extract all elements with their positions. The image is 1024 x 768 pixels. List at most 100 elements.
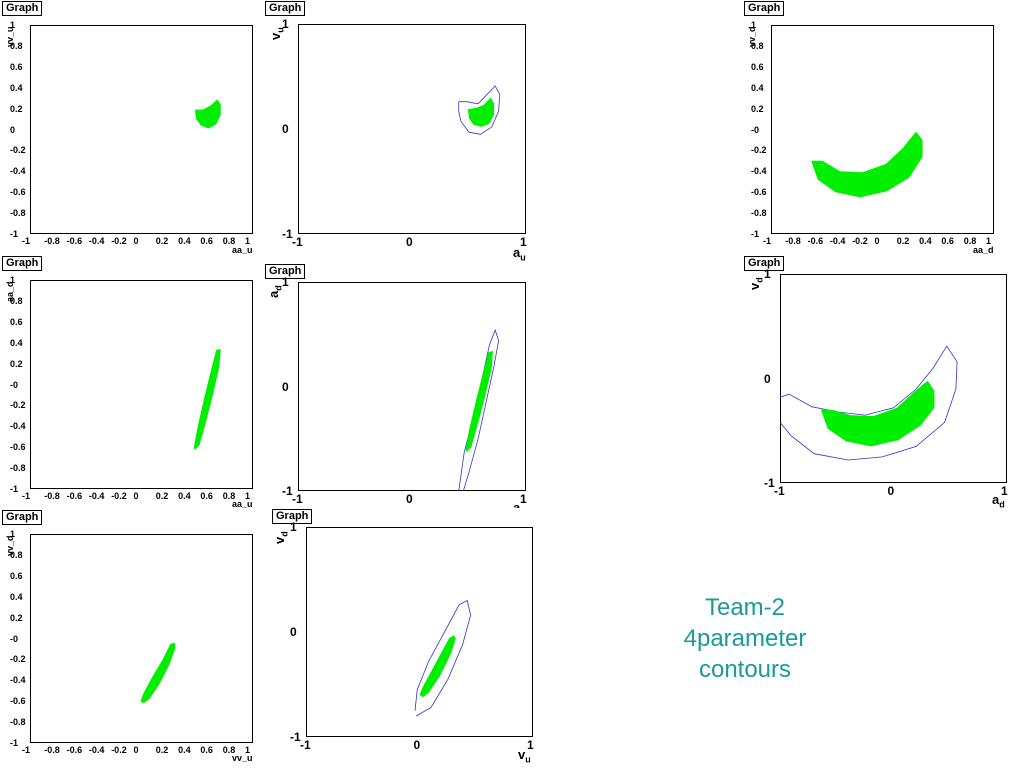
contour-fill: [820, 380, 935, 447]
y-axis-label: aa_d: [5, 281, 15, 302]
y-tick-label: -0.8: [10, 208, 26, 219]
x-tick-label: 1: [527, 738, 534, 752]
x-tick-label: -0.4: [829, 236, 846, 246]
plot-frame: [30, 280, 253, 489]
y-tick-label: 0.8: [10, 549, 23, 560]
y-tick-label: 1: [282, 17, 289, 31]
x-tick-label: -0.4: [88, 491, 105, 501]
y-tick-label: -0.2: [10, 145, 26, 156]
y-tick-label: -0.2: [10, 654, 26, 665]
y-tick-label: -0.4: [10, 166, 26, 177]
contour-fill: [193, 349, 221, 451]
x-tick-label: -1: [22, 745, 31, 755]
plot-frame: [306, 527, 533, 737]
plot-area: [195, 99, 221, 129]
graph-title: Graph: [265, 1, 306, 16]
contour-fill: [419, 635, 456, 698]
graph-title: Graph: [744, 1, 785, 16]
plot-frame: [30, 534, 253, 743]
x-tick-label: 0: [133, 745, 139, 755]
y-tick-label: 1: [10, 529, 16, 539]
y-tick-label: -0.2: [10, 400, 26, 411]
x-axis-label: au: [513, 245, 526, 263]
x-tick-label: 0: [874, 236, 880, 246]
y-tick-label: 0.8: [10, 40, 23, 51]
x-tick-label: -0.2: [111, 491, 127, 501]
x-tick-label: 0.2: [896, 236, 910, 246]
y-tick-label: -1: [10, 229, 19, 239]
y-tick-label: -1: [10, 484, 19, 494]
y-tick-label: 0.6: [10, 570, 23, 581]
x-tick-label: -1: [774, 484, 785, 498]
x-tick-label: -0.6: [807, 236, 824, 246]
y-tick-label: -0.4: [10, 675, 26, 686]
x-tick-label: -0.2: [111, 745, 127, 755]
x-tick-label: -0.8: [785, 236, 801, 246]
y-tick-label: -0.4: [10, 421, 26, 432]
graph-title: Graph: [265, 264, 306, 279]
x-tick-label: 0.6: [941, 236, 954, 246]
y-tick-label: 1: [282, 275, 289, 289]
x-tick-label: 1: [1001, 484, 1008, 498]
y-axis-label: vv_d: [5, 535, 15, 556]
graph-title: Graph: [2, 510, 43, 525]
y-tick-label: 0: [10, 124, 16, 135]
y-tick-label: 1: [764, 267, 771, 281]
x-tick-label: -0.6: [66, 745, 83, 755]
x-tick-label: -0.6: [66, 236, 83, 246]
x-axis-label: au: [513, 500, 526, 508]
contour-fill: [140, 642, 175, 704]
x-tick-label: -0.8: [44, 491, 60, 501]
contour-outline: [458, 85, 501, 135]
x-tick-label: 0.4: [178, 491, 191, 501]
y-tick-label: 0.4: [751, 82, 764, 93]
y-tick-label: -0.6: [751, 187, 767, 198]
graph-title: Graph: [2, 256, 43, 271]
graph-title: Graph: [744, 256, 785, 271]
x-tick-label: 0.8: [222, 491, 236, 501]
x-tick-label: -1: [300, 738, 311, 752]
x-tick-label: 1: [245, 745, 251, 755]
y-tick-label: -0.4: [751, 166, 767, 177]
y-axis-label: vd: [747, 277, 765, 290]
plot-frame: [771, 25, 994, 234]
y-tick-label: 0: [764, 371, 771, 386]
graph-title: Graph: [272, 509, 313, 524]
x-tick-label: 0.4: [919, 236, 932, 246]
y-tick-label: 0: [282, 379, 289, 394]
x-axis-label: aa_d: [973, 245, 994, 255]
x-tick-label: 0: [413, 738, 421, 752]
y-tick-label: -1: [751, 229, 760, 239]
plot-frame: [30, 25, 253, 234]
y-tick-label: 0.8: [10, 295, 23, 306]
x-tick-label: 0.4: [178, 236, 191, 246]
x-axis-label: vu: [518, 747, 531, 765]
plot-area: [414, 599, 472, 717]
y-tick-label: 1: [10, 20, 16, 30]
x-tick-label: 0.2: [155, 236, 169, 246]
y-tick-label: -0: [10, 633, 19, 644]
plot-area: [779, 345, 958, 461]
x-tick-label: 0: [887, 484, 895, 498]
plot-area: [458, 85, 501, 135]
x-tick-label: 0.6: [200, 491, 213, 501]
y-tick-label: -0: [10, 379, 19, 390]
x-tick-label: 1: [520, 235, 527, 249]
x-tick-label: -0.4: [88, 745, 105, 755]
y-tick-label: -1: [282, 484, 293, 498]
y-tick-label: 0.2: [10, 358, 23, 369]
y-tick-label: -1: [282, 227, 293, 241]
caption-line: contours: [698, 656, 792, 683]
contour-fill: [195, 99, 221, 129]
plot-area: [193, 349, 221, 451]
y-tick-label: 0.4: [10, 82, 23, 93]
y-tick-label: -0.6: [10, 187, 26, 198]
y-axis-label: vu: [268, 27, 286, 40]
contour-fill: [467, 97, 495, 127]
y-tick-label: 0.4: [10, 591, 23, 602]
x-tick-label: 1: [986, 236, 992, 246]
y-tick-label: 0.2: [10, 612, 23, 623]
plot-area: [458, 328, 500, 492]
x-tick-label: 1: [245, 491, 251, 501]
x-tick-label: 1: [520, 492, 527, 506]
